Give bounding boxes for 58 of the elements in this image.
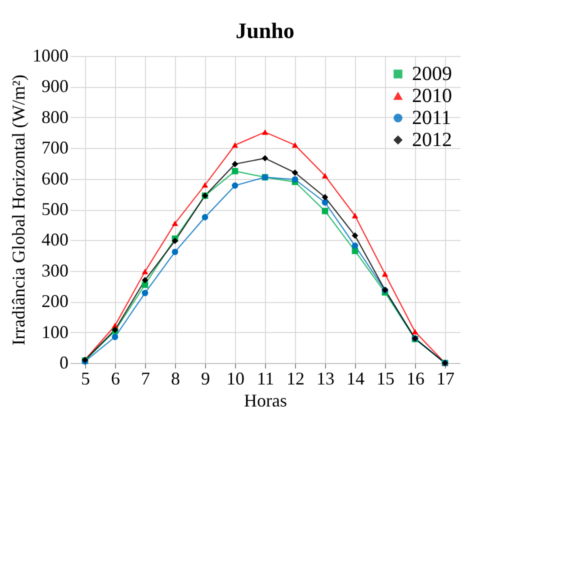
point xyxy=(232,142,238,148)
x-tick-label: 14 xyxy=(346,368,364,388)
y-tick-label: 500 xyxy=(42,199,68,219)
y-tick-label: 1000 xyxy=(32,46,68,66)
point xyxy=(352,212,358,218)
point xyxy=(292,142,298,148)
point xyxy=(352,242,358,249)
y-tick-label: 100 xyxy=(42,322,68,342)
point xyxy=(322,172,328,178)
x-tick-label: 9 xyxy=(201,368,210,388)
point xyxy=(292,170,298,176)
y-tick-label: 400 xyxy=(42,230,68,250)
x-tick-label: 13 xyxy=(316,368,334,388)
x-axis-title: Horas xyxy=(244,390,287,410)
y-tick-label: 300 xyxy=(42,260,68,280)
point xyxy=(262,155,268,162)
x-tick-label: 7 xyxy=(141,368,150,388)
point xyxy=(172,248,178,256)
x-tick-label: 16 xyxy=(406,368,424,388)
legend-label: 2009 xyxy=(412,63,452,85)
point xyxy=(142,282,148,288)
point xyxy=(202,182,208,188)
point xyxy=(232,168,238,174)
legend-label: 2012 xyxy=(412,129,452,151)
point xyxy=(142,276,148,284)
point xyxy=(232,160,238,168)
point xyxy=(322,208,328,214)
x-tick-label: 10 xyxy=(226,368,244,388)
point xyxy=(172,220,178,226)
y-tick-label: 900 xyxy=(42,76,68,96)
point xyxy=(382,271,388,277)
x-tick-label: 8 xyxy=(171,368,180,388)
point xyxy=(112,334,118,340)
y-tick-label: 600 xyxy=(42,168,68,188)
y-tick-label: 800 xyxy=(42,106,68,127)
legend-label: 2010 xyxy=(412,85,452,107)
y-tick-label: 700 xyxy=(42,138,68,158)
point xyxy=(232,182,238,189)
point xyxy=(322,194,328,200)
x-tick-label: 15 xyxy=(376,368,394,388)
point xyxy=(412,328,418,334)
legend-label: 2011 xyxy=(412,107,452,129)
chart-title: Junho xyxy=(236,18,294,43)
point xyxy=(142,290,148,296)
point xyxy=(202,214,208,220)
point xyxy=(352,232,358,239)
x-tick-label: 5 xyxy=(81,368,90,388)
y-tick-label: 0 xyxy=(60,352,68,372)
point xyxy=(292,176,298,183)
x-tick-label: 6 xyxy=(111,368,120,388)
point xyxy=(262,129,268,135)
x-tick-label: 11 xyxy=(256,368,274,388)
x-tick-label: 12 xyxy=(286,368,304,388)
point xyxy=(142,268,148,274)
x-tick-label: 17 xyxy=(436,368,454,388)
point xyxy=(322,199,328,206)
y-axis-title: Irradiância Global Horizontal (W/m²) xyxy=(8,74,28,346)
y-tick-label: 200 xyxy=(42,291,68,312)
